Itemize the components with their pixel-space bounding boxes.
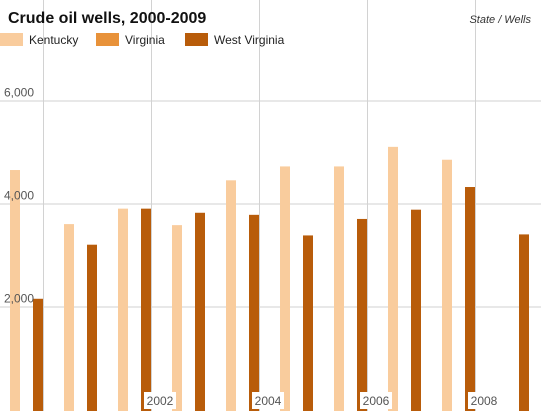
bar-west-virginia-2007 <box>411 209 421 412</box>
bar-west-virginia-2005 <box>303 235 313 412</box>
bar-kentucky-2004 <box>226 180 236 412</box>
legend: Kentucky Virginia West Virginia <box>0 33 285 47</box>
legend-item-west-virginia: West Virginia <box>185 33 285 47</box>
bar-west-virginia-2004 <box>249 214 259 412</box>
legend-label: Kentucky <box>29 33 78 47</box>
legend-swatch <box>185 33 208 46</box>
x-tick-label: 2002 <box>147 394 174 408</box>
bar-kentucky-2007 <box>388 146 398 412</box>
x-tick-label-background <box>144 392 176 409</box>
bar-west-virginia-2009 <box>519 234 529 412</box>
bar-kentucky-2002 <box>118 208 128 412</box>
x-tick-label-background <box>252 392 284 409</box>
y-tick-label: 6,000 <box>4 86 34 100</box>
legend-item-virginia: Virginia <box>96 33 165 47</box>
legend-swatch <box>96 33 119 46</box>
unit-note: State / Wells <box>469 14 531 26</box>
bar-west-virginia-2006 <box>357 218 367 412</box>
tick-labels: 2,000 4,000 6,000 2002 2004 2006 2008 <box>4 86 500 409</box>
legend-item-kentucky: Kentucky <box>0 33 78 47</box>
chart-title: Crude oil wells, 2000-2009 <box>8 10 206 27</box>
x-tick-label: 2008 <box>471 394 498 408</box>
x-tick-label: 2004 <box>255 394 282 408</box>
x-tick-label-background <box>360 392 392 409</box>
bar-kentucky-2008 <box>442 159 452 412</box>
bar-west-virginia-2003 <box>195 212 205 412</box>
bar-kentucky-2003 <box>172 225 182 412</box>
bar-west-virginia-2001 <box>87 244 97 412</box>
bar-kentucky-2006 <box>334 166 344 412</box>
bar-kentucky-2000 <box>10 170 20 412</box>
bar-west-virginia-2000 <box>33 298 43 412</box>
x-tick-label: 2006 <box>363 394 390 408</box>
bars <box>10 146 529 412</box>
x-tick-label-background <box>468 392 500 409</box>
bar-west-virginia-2002 <box>141 208 151 412</box>
y-tick-label: 4,000 <box>4 189 34 203</box>
y-tick-label: 2,000 <box>4 292 34 306</box>
legend-label: West Virginia <box>214 33 285 47</box>
legend-swatch <box>0 33 23 46</box>
legend-label: Virginia <box>125 33 165 47</box>
bar-kentucky-2001 <box>64 224 74 412</box>
bar-west-virginia-2008 <box>465 187 475 412</box>
bar-kentucky-2005 <box>280 166 290 412</box>
